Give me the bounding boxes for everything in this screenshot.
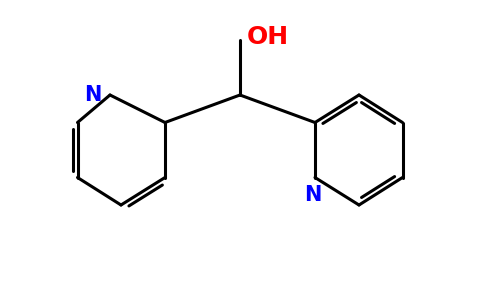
Text: OH: OH	[246, 26, 288, 50]
Text: N: N	[304, 185, 321, 205]
Text: N: N	[84, 85, 101, 105]
